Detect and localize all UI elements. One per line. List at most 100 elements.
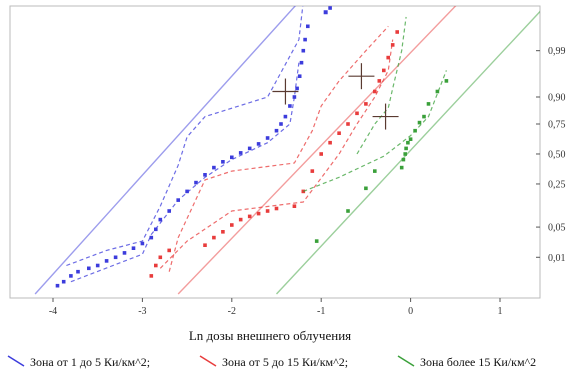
- cross-marker-3: [372, 103, 399, 130]
- ci-lower-2: [159, 39, 394, 269]
- x-tick-label-1: -4: [49, 306, 57, 317]
- data-point-3-11: [413, 128, 417, 133]
- y-tick-label-4: 0,50: [548, 149, 566, 160]
- ci-upper-3: [356, 16, 407, 155]
- data-point-1-26: [265, 136, 270, 140]
- data-point-2-25: [382, 68, 386, 73]
- y-tick-label-7: 0,01: [548, 253, 566, 264]
- legend-item-2: Зона от 5 до 15 Ки/км^2;: [199, 355, 348, 369]
- data-point-2-19: [337, 131, 341, 135]
- data-point-1-21: [221, 160, 225, 164]
- ci-lower-1: [70, 62, 300, 283]
- legend-label-3: Зона более 15 Ки/км^2: [420, 355, 536, 369]
- data-point-1-13: [154, 227, 158, 232]
- series-1: [34, 6, 332, 295]
- data-point-2-2: [154, 263, 158, 268]
- data-point-1-3: [69, 274, 73, 278]
- data-point-1-16: [176, 198, 180, 202]
- data-point-1-14: [158, 217, 163, 222]
- data-point-1-24: [247, 146, 252, 151]
- data-point-1-33: [297, 74, 302, 78]
- data-point-2-21: [355, 111, 359, 116]
- data-point-2-22: [364, 102, 368, 106]
- data-point-2-15: [301, 189, 306, 194]
- data-point-1-25: [256, 142, 261, 146]
- data-point-2-7: [221, 230, 225, 234]
- data-point-1-8: [113, 255, 118, 260]
- data-point-1-32: [295, 86, 299, 91]
- data-point-2-8: [230, 223, 234, 227]
- data-point-1-9: [122, 251, 127, 255]
- cross-marker-2: [348, 63, 375, 90]
- data-point-2-26: [386, 55, 390, 60]
- data-point-3-10: [408, 137, 413, 141]
- cross-marker-1: [272, 78, 299, 105]
- data-point-2-18: [328, 140, 332, 145]
- data-point-2-12: [265, 209, 270, 213]
- data-point-2-1: [149, 274, 154, 278]
- data-point-2-5: [203, 243, 207, 247]
- ci-upper-2: [168, 25, 389, 272]
- data-point-1-22: [230, 155, 234, 160]
- data-point-3-2: [346, 209, 350, 213]
- data-point-1-23: [238, 151, 243, 155]
- data-point-2-4: [167, 248, 171, 253]
- data-point-1-7: [104, 259, 109, 263]
- data-point-1-34: [299, 60, 304, 65]
- data-point-1-37: [306, 24, 310, 29]
- legend-item-1: Зона от 1 до 5 Ки/км^2;: [7, 355, 150, 369]
- x-tick-label-2: -3: [138, 306, 146, 317]
- data-point-3-8: [404, 146, 408, 151]
- data-point-1-12: [149, 235, 154, 240]
- data-point-1-19: [203, 173, 207, 177]
- data-point-2-10: [247, 214, 252, 219]
- data-point-1-35: [301, 48, 306, 53]
- data-point-3-15: [435, 89, 440, 94]
- data-point-2-27: [390, 43, 395, 47]
- data-point-3-3: [364, 186, 368, 191]
- data-point-3-12: [417, 120, 422, 125]
- y-tick-label-2: 0,90: [548, 93, 566, 104]
- data-point-2-24: [377, 79, 382, 83]
- data-point-1-5: [87, 266, 91, 271]
- data-point-3-9: [406, 140, 410, 145]
- data-point-1-18: [194, 180, 198, 185]
- data-point-1-20: [212, 165, 216, 170]
- data-point-3-6: [401, 157, 406, 162]
- data-point-1-36: [303, 37, 307, 42]
- legend-swatch-3: [397, 355, 415, 367]
- outlier-point: [323, 10, 328, 15]
- data-point-1-27: [274, 128, 279, 133]
- data-point-3-5: [399, 165, 404, 170]
- data-point-1-6: [95, 263, 100, 268]
- data-point-3-1: [314, 239, 319, 243]
- data-point-2-11: [256, 211, 261, 216]
- legend-swatch-2: [199, 355, 217, 367]
- data-point-2-20: [346, 122, 350, 126]
- legend-swatch-1: [7, 355, 25, 367]
- data-point-2-6: [212, 235, 216, 240]
- data-point-1-30: [288, 104, 292, 108]
- data-point-1-28: [279, 122, 283, 126]
- series-3: [275, 10, 540, 295]
- data-point-1-31: [292, 95, 297, 99]
- y-tick-label-6: 0,05: [548, 223, 566, 234]
- x-tick-label-6: 1: [498, 306, 503, 317]
- ci-upper-1: [66, 6, 304, 267]
- fit-line-3: [275, 10, 540, 295]
- x-axis-label: Ln дозы внешнего облучения: [189, 328, 351, 343]
- data-point-2-28: [395, 30, 399, 34]
- data-point-2-3: [158, 255, 163, 260]
- data-point-1-29: [283, 114, 288, 119]
- plot-frame: [9, 5, 541, 299]
- data-point-2-9: [238, 217, 243, 222]
- data-point-1-4: [76, 269, 80, 274]
- data-point-2-17: [319, 152, 323, 156]
- data-point-3-7: [403, 152, 407, 156]
- data-point-1-17: [185, 189, 189, 194]
- data-point-1-11: [140, 241, 145, 246]
- x-tick-label-5: 0: [408, 306, 413, 317]
- legend-label-1: Зона от 1 до 5 Ки/км^2;: [30, 355, 150, 369]
- y-axis-ticks: 0,99 0,90 0,75 0,50 0,25 0,05 0,01: [536, 46, 566, 264]
- data-point-2-16: [310, 169, 315, 173]
